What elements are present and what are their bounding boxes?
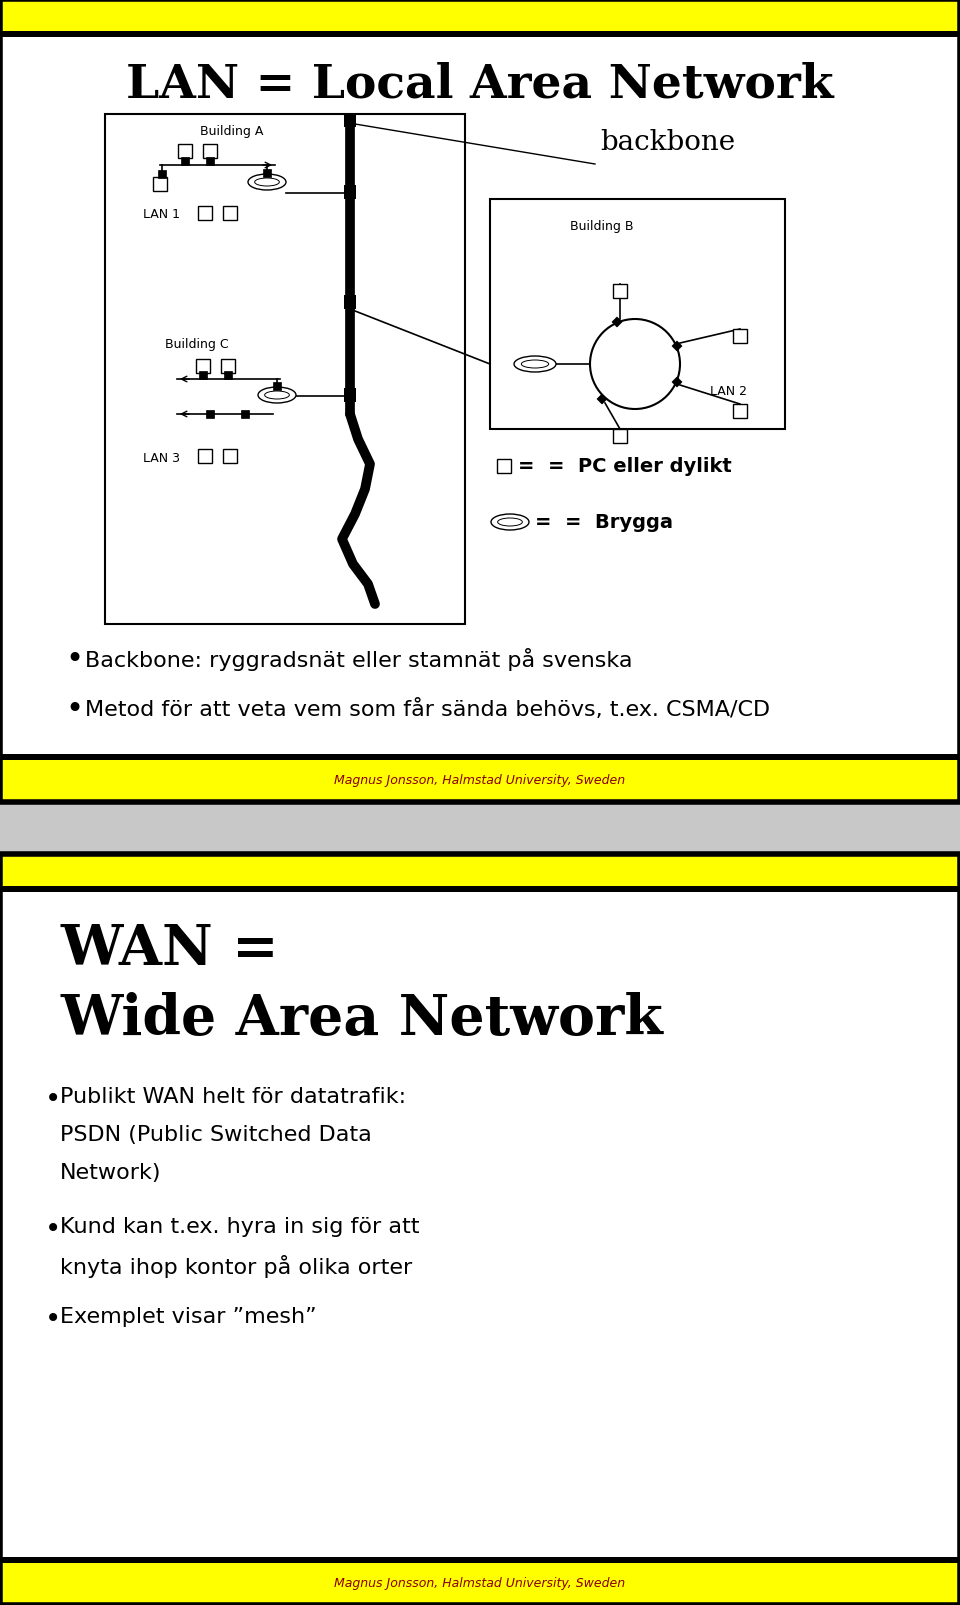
Bar [497, 459, 511, 473]
Bar [224, 372, 232, 380]
Bar [206, 411, 214, 419]
Text: •: • [45, 1215, 61, 1242]
Text: LAN 3: LAN 3 [143, 451, 180, 465]
Bar [0, 886, 960, 892]
Text: Magnus Jonsson, Halmstad University, Sweden: Magnus Jonsson, Halmstad University, Swe… [334, 774, 626, 786]
Bar [344, 295, 356, 310]
Text: =  =  PC eller dylikt: = = PC eller dylikt [518, 457, 732, 477]
Bar [181, 157, 189, 165]
Text: LAN 2: LAN 2 [710, 385, 747, 398]
Bar [0, 761, 960, 802]
Text: •: • [65, 695, 84, 724]
Bar [0, 0, 960, 802]
Polygon shape [672, 377, 682, 388]
Text: LAN 1: LAN 1 [143, 209, 180, 221]
Bar [613, 284, 627, 299]
Ellipse shape [258, 388, 296, 404]
Text: Kund kan t.ex. hyra in sig för att: Kund kan t.ex. hyra in sig för att [60, 1217, 420, 1236]
Bar [263, 170, 271, 178]
Text: •: • [45, 1085, 61, 1112]
Bar [0, 754, 960, 761]
Text: •: • [65, 645, 84, 674]
Text: Building A: Building A [200, 125, 263, 138]
Bar [198, 449, 212, 464]
Bar [241, 411, 249, 419]
Text: Building C: Building C [165, 337, 228, 351]
Bar [490, 201, 785, 430]
Bar [0, 854, 960, 1605]
Ellipse shape [265, 392, 289, 400]
Bar [105, 116, 465, 624]
Text: Magnus Jonsson, Halmstad University, Sweden: Magnus Jonsson, Halmstad University, Swe… [334, 1576, 626, 1589]
Ellipse shape [514, 356, 556, 372]
Ellipse shape [254, 178, 279, 186]
Bar [0, 0, 960, 32]
Bar [196, 360, 210, 374]
Bar [153, 178, 167, 193]
Polygon shape [672, 342, 682, 351]
Bar [203, 144, 217, 159]
Bar [0, 32, 960, 39]
Bar [344, 186, 356, 201]
Bar [178, 144, 192, 159]
Bar [206, 157, 214, 165]
Bar [0, 802, 960, 854]
Text: PSDN (Public Switched Data: PSDN (Public Switched Data [60, 1124, 372, 1144]
Circle shape [590, 319, 680, 409]
Text: •: • [45, 1305, 61, 1332]
Bar [344, 114, 356, 128]
Bar [0, 1563, 960, 1605]
Bar [613, 430, 627, 443]
Ellipse shape [491, 515, 529, 531]
Text: backbone: backbone [600, 128, 735, 156]
Text: Wide Area Network: Wide Area Network [60, 992, 662, 1046]
Text: Publikt WAN helt för datatrafik:: Publikt WAN helt för datatrafik: [60, 1087, 406, 1106]
Bar [0, 0, 960, 802]
Bar [344, 388, 356, 403]
Text: Metod för att veta vem som får sända behövs, t.ex. CSMA/CD: Metod för att veta vem som får sända beh… [85, 700, 770, 721]
Ellipse shape [497, 518, 522, 526]
Text: Network): Network) [60, 1162, 161, 1183]
Bar [733, 329, 747, 343]
Polygon shape [597, 395, 607, 404]
Text: knyta ihop kontor på olika orter: knyta ihop kontor på olika orter [60, 1254, 412, 1278]
Text: Exemplet visar ”mesh”: Exemplet visar ”mesh” [60, 1306, 317, 1326]
Ellipse shape [248, 175, 286, 191]
Polygon shape [612, 318, 622, 327]
Text: Building B: Building B [570, 220, 634, 233]
Text: LAN = Local Area Network: LAN = Local Area Network [126, 63, 834, 108]
Bar [0, 1557, 960, 1563]
Text: Backbone: ryggradsnät eller stamnät på svenska: Backbone: ryggradsnät eller stamnät på s… [85, 648, 633, 671]
Bar [223, 207, 237, 221]
Bar [198, 207, 212, 221]
Bar [273, 382, 281, 390]
Bar [0, 854, 960, 1605]
Ellipse shape [521, 361, 549, 369]
Text: =  =  Brygga: = = Brygga [535, 512, 673, 531]
Text: WAN =: WAN = [60, 921, 278, 977]
Bar [199, 372, 207, 380]
Bar [223, 449, 237, 464]
Bar [158, 170, 166, 178]
Bar [0, 854, 960, 886]
Bar [733, 404, 747, 419]
Bar [221, 360, 235, 374]
